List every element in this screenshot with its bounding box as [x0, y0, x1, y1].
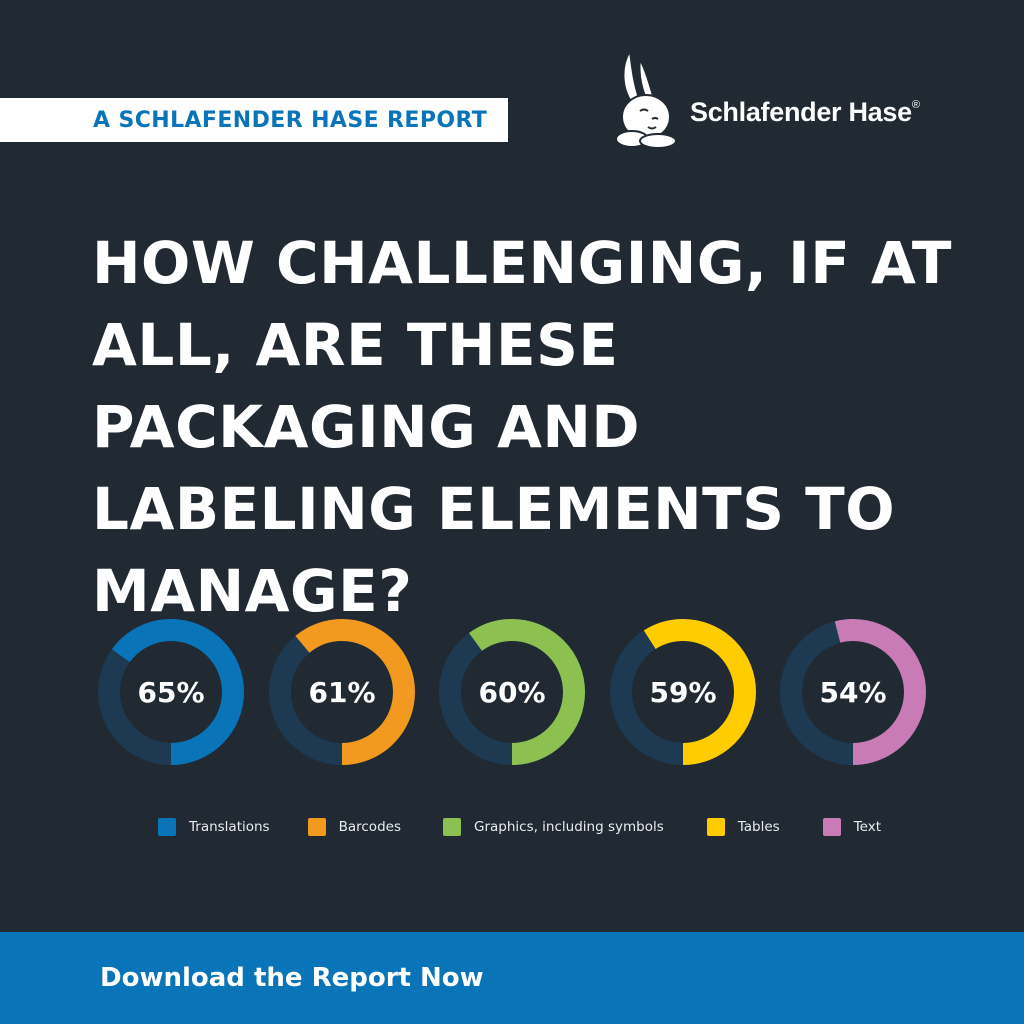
legend-swatch [706, 818, 725, 836]
legend-label: Barcodes [338, 819, 401, 835]
report-banner-label: A SCHLAFENDER HASE REPORT [93, 107, 488, 133]
donut-value-label: 60% [478, 676, 545, 709]
donut-slice [780, 619, 926, 765]
legend-item: Translations [158, 818, 270, 836]
legend-swatch [822, 818, 841, 836]
headline: HOW CHALLENGING, IF AT ALL, ARE THESE PA… [92, 229, 952, 625]
donut-value-label: 61% [308, 676, 375, 709]
legend-item: Barcodes [307, 818, 401, 836]
donut-value-label: 65% [137, 676, 204, 709]
hare-logo-icon [615, 48, 677, 149]
donut-4: 54% [780, 619, 926, 765]
legend-swatch [307, 818, 326, 836]
donut-1: 61% [269, 619, 415, 765]
donut-2: 60% [439, 619, 585, 765]
donut-value-label: 54% [819, 676, 886, 709]
donut-slice [269, 619, 415, 765]
legend-swatch [442, 818, 461, 836]
registered-mark: ® [911, 99, 920, 111]
donut-slice [98, 619, 244, 765]
legend-item: Text [822, 818, 882, 836]
legend-label: Tables [737, 819, 780, 835]
donut-value-label: 59% [649, 676, 716, 709]
legend-label: Translations [189, 819, 270, 835]
download-report-label: Download the Report Now [100, 963, 484, 993]
donut-slice [610, 619, 756, 765]
legend-item: Tables [706, 818, 780, 836]
legend-label: Text [853, 819, 882, 835]
donut-0: 65% [98, 619, 244, 765]
brand-name: Schlafender Hase® [690, 97, 920, 128]
legend-swatch [158, 818, 176, 836]
legend-item: Graphics, including symbols [442, 818, 664, 836]
download-report-button[interactable]: Download the Report Now [0, 932, 1024, 1024]
report-banner: A SCHLAFENDER HASE REPORT [0, 98, 508, 142]
donut-slice [439, 619, 585, 765]
legend-label: Graphics, including symbols [473, 819, 664, 835]
chart-legend: Translations Barcodes Graphics, including … [158, 818, 881, 836]
brand-name-text: Schlafender Hase [690, 97, 912, 127]
donut-3: 59% [610, 619, 756, 765]
donut-charts: 65% 61% 60% 59% 54% [98, 619, 926, 765]
